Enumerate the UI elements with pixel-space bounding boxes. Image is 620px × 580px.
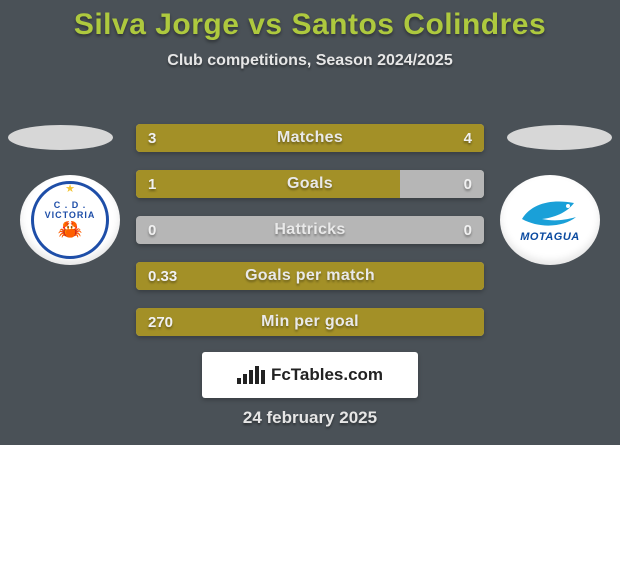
stats-rows: 34Matches 10Goals 00Hattricks 0.33Goals per…: [136, 124, 484, 354]
eagle-icon: [518, 197, 582, 231]
crab-icon: 🦀: [58, 220, 83, 240]
stat-label: Min per goal: [136, 308, 484, 336]
brand-text: FcTables.com: [237, 365, 383, 385]
star-icon: ★: [65, 182, 75, 195]
stat-label: Goals: [136, 170, 484, 198]
player-right-shadow: [507, 125, 612, 150]
stat-label: Goals per match: [136, 262, 484, 290]
victoria-text-top: C . D .: [54, 200, 87, 210]
club-badge-right: MOTAGUA: [500, 175, 600, 265]
date-line: 24 february 2025: [0, 408, 620, 428]
stat-row: 0.33Goals per match: [136, 262, 484, 290]
stat-row: 10Goals: [136, 170, 484, 198]
brand-bars-icon: [237, 366, 265, 384]
stat-label: Matches: [136, 124, 484, 152]
stat-label: Hattricks: [136, 216, 484, 244]
player-left-shadow: [8, 125, 113, 150]
club-badge-left: ★ C . D . VICTORIA 🦀: [20, 175, 120, 265]
brand-label: FcTables.com: [271, 365, 383, 385]
victoria-logo: ★ C . D . VICTORIA 🦀: [31, 181, 109, 259]
stat-row: 00Hattricks: [136, 216, 484, 244]
page-title: Silva Jorge vs Santos Colindres: [0, 0, 620, 42]
stat-row: 34Matches: [136, 124, 484, 152]
motagua-logo: MOTAGUA: [518, 197, 582, 243]
comparison-card: Silva Jorge vs Santos Colindres Club com…: [0, 0, 620, 445]
brand-box[interactable]: FcTables.com: [202, 352, 418, 398]
subtitle: Club competitions, Season 2024/2025: [0, 52, 620, 70]
motagua-text: MOTAGUA: [520, 231, 580, 243]
stat-row: 270Min per goal: [136, 308, 484, 336]
